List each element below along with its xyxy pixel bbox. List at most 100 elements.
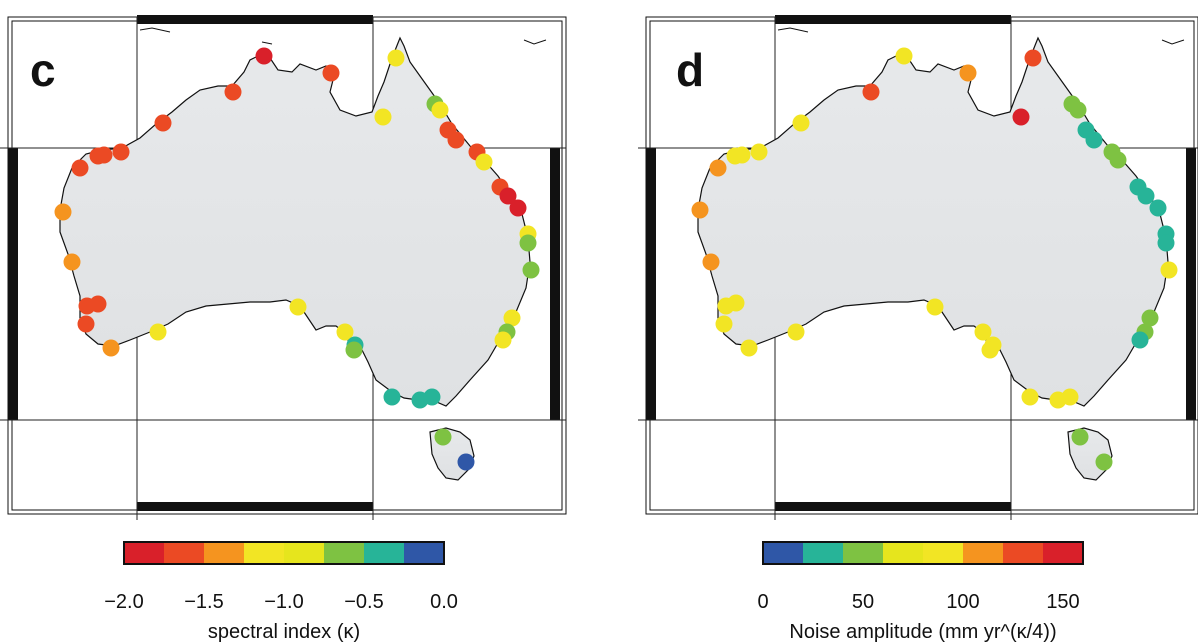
station-marker [475,153,493,171]
station-marker [434,428,452,446]
tick-label: 50 [852,591,874,613]
station-marker [733,146,751,164]
frame-ticks [8,15,560,511]
station-marker [54,203,72,221]
colorbar-ticks: −2.0 −1.5 −1.0 −0.5 0.0 [104,591,458,613]
station-marker [345,341,363,359]
station-marker [322,64,340,82]
colorbar-swatch [843,542,884,564]
tick-label: −2.0 [104,591,143,613]
tick-label: −1.5 [184,591,223,613]
colorbar-swatch [963,542,1004,564]
colorbar-swatch [324,542,365,564]
station-marker [154,114,172,132]
station-marker [702,253,720,271]
station-marker [1149,199,1167,217]
panel-d: d [638,15,1198,520]
station-marker [1061,388,1079,406]
station-marker [862,83,880,101]
frame-ticks [646,15,1196,511]
station-marker [499,187,517,205]
station-marker [63,253,81,271]
tick-label: −0.5 [344,591,383,613]
station-marker [1109,151,1127,169]
colorbar-ticks: 0 50 100 150 [757,591,1079,613]
tick-label: −1.0 [264,591,303,613]
colorbar-swatch [1043,542,1084,564]
station-marker [509,199,527,217]
tick-label: 0.0 [430,591,458,613]
colorbar-swatch [124,542,165,564]
station-marker [895,47,913,65]
colorbar-border [762,541,1084,565]
station-marker [519,234,537,252]
coastline-fragments [139,27,547,45]
station-marker [1071,428,1089,446]
station-marker [959,64,977,82]
colorbar-swatch [364,542,405,564]
station-marker [792,114,810,132]
station-marker [974,323,992,341]
station-marker [1085,131,1103,149]
colorbar-swatch [244,542,285,564]
station-marker [787,323,805,341]
colorbar-border [123,541,445,565]
station-marker [1157,234,1175,252]
station-marker [77,315,95,333]
colorbar-label: spectral index (κ) [208,621,360,643]
station-marker [374,108,392,126]
station-marker [255,47,273,65]
station-marker [1141,309,1159,327]
station-marker [1160,261,1178,279]
panel-c: c [0,15,567,520]
station-marker [1137,187,1155,205]
station-marker [112,143,130,161]
station-marker [750,143,768,161]
station-marker [383,388,401,406]
colorbar-swatch [284,542,325,564]
station-marker [457,453,475,471]
station-marker [1095,453,1113,471]
station-marker [727,294,745,312]
colorbar-c: −2.0 −1.5 −1.0 −0.5 0.0 spectral index (… [104,541,458,643]
colorbar-swatch [883,542,924,564]
station-marker [95,146,113,164]
station-marker [926,298,944,316]
station-marker [71,159,89,177]
station-marker [494,331,512,349]
station-marker [1069,101,1087,119]
australia-landmass [697,37,1169,481]
station-marker [691,201,709,219]
station-marker [423,388,441,406]
colorbar-swatch [803,542,844,564]
station-marker [503,309,521,327]
tick-label: 0 [757,591,768,613]
station-marker [1012,108,1030,126]
colorbar-swatch [204,542,245,564]
station-markers [691,47,1178,471]
colorbar-d: 0 50 100 150 Noise amplitude (mm yr^(κ/4… [757,541,1084,643]
colorbar-swatch [404,542,445,564]
station-marker [431,101,449,119]
colorbar-swatch [164,542,205,564]
station-marker [289,298,307,316]
station-markers [54,47,540,471]
station-marker [1024,49,1042,67]
station-marker [336,323,354,341]
station-marker [709,159,727,177]
colorbar-swatch [763,542,804,564]
australia-landmass [59,37,531,481]
station-marker [447,131,465,149]
station-marker [387,49,405,67]
tick-label: 150 [1046,591,1079,613]
station-marker [715,315,733,333]
station-marker [740,339,758,357]
station-marker [102,339,120,357]
station-marker [981,341,999,359]
colorbar-swatches [124,542,445,564]
station-marker [1131,331,1149,349]
station-marker [224,83,242,101]
tick-label: 100 [946,591,979,613]
coastline-fragments [777,27,1185,45]
